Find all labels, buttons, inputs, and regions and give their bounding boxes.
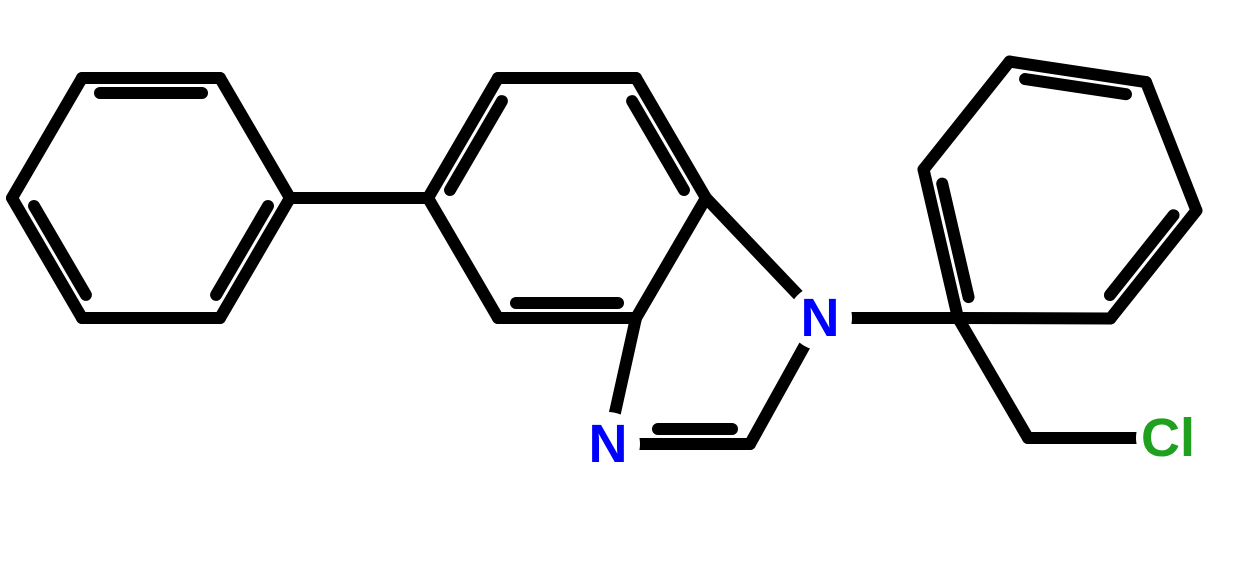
bond bbox=[1110, 211, 1196, 319]
bond bbox=[428, 78, 498, 198]
cl-atom-label: Cl bbox=[1141, 408, 1195, 468]
bond bbox=[636, 198, 706, 318]
bond bbox=[220, 78, 290, 198]
bond bbox=[706, 198, 798, 295]
bond bbox=[428, 198, 498, 318]
n-atom-label: N bbox=[589, 414, 628, 474]
bond bbox=[958, 318, 1028, 438]
bond bbox=[615, 318, 636, 413]
bond bbox=[1146, 82, 1196, 210]
n-atom-label: N bbox=[801, 288, 840, 348]
bond bbox=[750, 346, 804, 444]
bond bbox=[636, 78, 706, 198]
bond bbox=[12, 78, 82, 198]
bond bbox=[12, 198, 82, 318]
bond bbox=[220, 198, 290, 318]
bond bbox=[924, 62, 1010, 170]
